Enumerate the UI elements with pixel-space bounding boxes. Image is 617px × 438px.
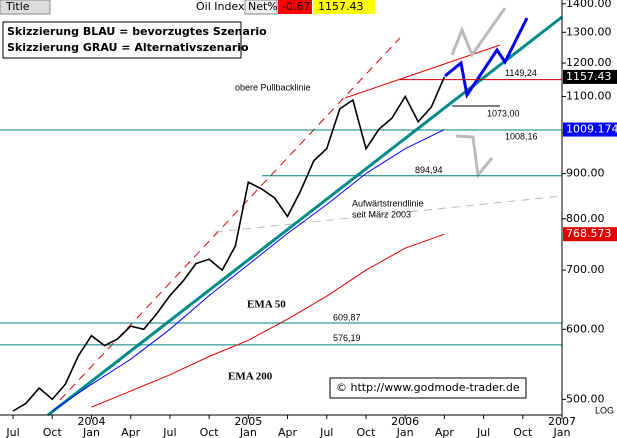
series-line <box>12 76 446 412</box>
y-tick-label: 500.00 <box>566 392 605 405</box>
x-tick-label: Jan <box>82 426 100 438</box>
title-box <box>0 0 51 15</box>
net-box <box>244 0 278 15</box>
price-marker <box>563 227 617 242</box>
annotation: Aufwärtstrendlinie <box>352 198 424 208</box>
price-marker <box>563 69 617 84</box>
annotation: obere Pullbacklinie <box>235 82 311 92</box>
upper-channel <box>59 37 401 401</box>
price-marker-label: 768.573 <box>566 227 612 240</box>
x-tick-label: Apr <box>435 426 455 438</box>
price-marker-label: 1157.43 <box>566 70 612 83</box>
net-value-box <box>278 0 312 14</box>
x-tick-label: Oct <box>356 426 376 438</box>
net-value: -0.67 <box>282 0 310 13</box>
x-tick-label: Jul <box>162 426 176 438</box>
series-label: EMA 50 <box>247 299 286 311</box>
blue-sketch <box>444 17 529 99</box>
x-tick-label: Oct <box>43 426 63 438</box>
level-label: 1008,16 <box>505 131 538 141</box>
level-label: 1073,00 <box>487 108 520 118</box>
y-tick-label: 700.00 <box>566 263 605 276</box>
source: © http://www.godmode-trader.de <box>336 381 520 394</box>
x-year-label: 2004 <box>77 415 105 428</box>
source-box <box>329 377 527 399</box>
x-year-label: 2005 <box>234 415 262 428</box>
y-tick-label: 600.00 <box>566 322 605 335</box>
level-label: 609,87 <box>333 312 361 322</box>
x-tick-label: Jul <box>5 426 19 438</box>
series-label: EMA 200 <box>228 371 273 383</box>
legend-entry: Skizzierung GRAU = Alternativszenario <box>7 41 249 54</box>
legend <box>2 21 242 59</box>
series-line <box>52 129 445 412</box>
y-tick-label: 800.00 <box>566 212 605 225</box>
y-tick-label: 900.00 <box>566 167 605 180</box>
x-tick-label: Apr <box>278 426 298 438</box>
x-tick-label: Jan <box>396 426 414 438</box>
x-tick-label: Jul <box>476 426 490 438</box>
symbol: Oil Index <box>196 0 245 13</box>
x-tick-label: Apr <box>121 426 141 438</box>
gray-line <box>214 195 563 233</box>
level-label: 894,94 <box>415 165 443 175</box>
title: Title <box>5 0 30 13</box>
gray-sketch <box>450 7 507 59</box>
price-marker-label: 1009.174 <box>566 123 617 136</box>
level-label: 576,19 <box>333 333 361 343</box>
gray-sketch <box>455 134 494 179</box>
y-tick-label: 1100.00 <box>566 89 612 102</box>
x-tick-label: Jul <box>319 426 333 438</box>
series-line <box>91 233 445 408</box>
x-tick-label: Oct <box>513 426 533 438</box>
legend-entry: Skizzierung BLAU = bevorzugtes Szenario <box>7 25 267 38</box>
x-tick-label: Jan <box>239 426 257 438</box>
last-value: 1157.43 <box>318 0 364 13</box>
annotation: seit März 2003 <box>352 209 411 219</box>
x-year-label: 2007 <box>548 415 576 428</box>
x-tick-label: Oct <box>200 426 220 438</box>
last-box <box>313 0 375 14</box>
plot <box>0 76 562 412</box>
net-label: Net% <box>248 0 278 13</box>
level-label: 1149,24 <box>505 68 537 78</box>
y-tick-label: 1400.00 <box>566 0 612 10</box>
scale-label: LOG <box>595 405 614 415</box>
y-tick-label: 1300.00 <box>566 25 612 38</box>
x-year-label: 2006 <box>391 415 419 428</box>
x-tick-label: Jan <box>553 426 571 438</box>
price-marker <box>563 122 617 137</box>
y-tick-label: 1200.00 <box>566 56 612 69</box>
